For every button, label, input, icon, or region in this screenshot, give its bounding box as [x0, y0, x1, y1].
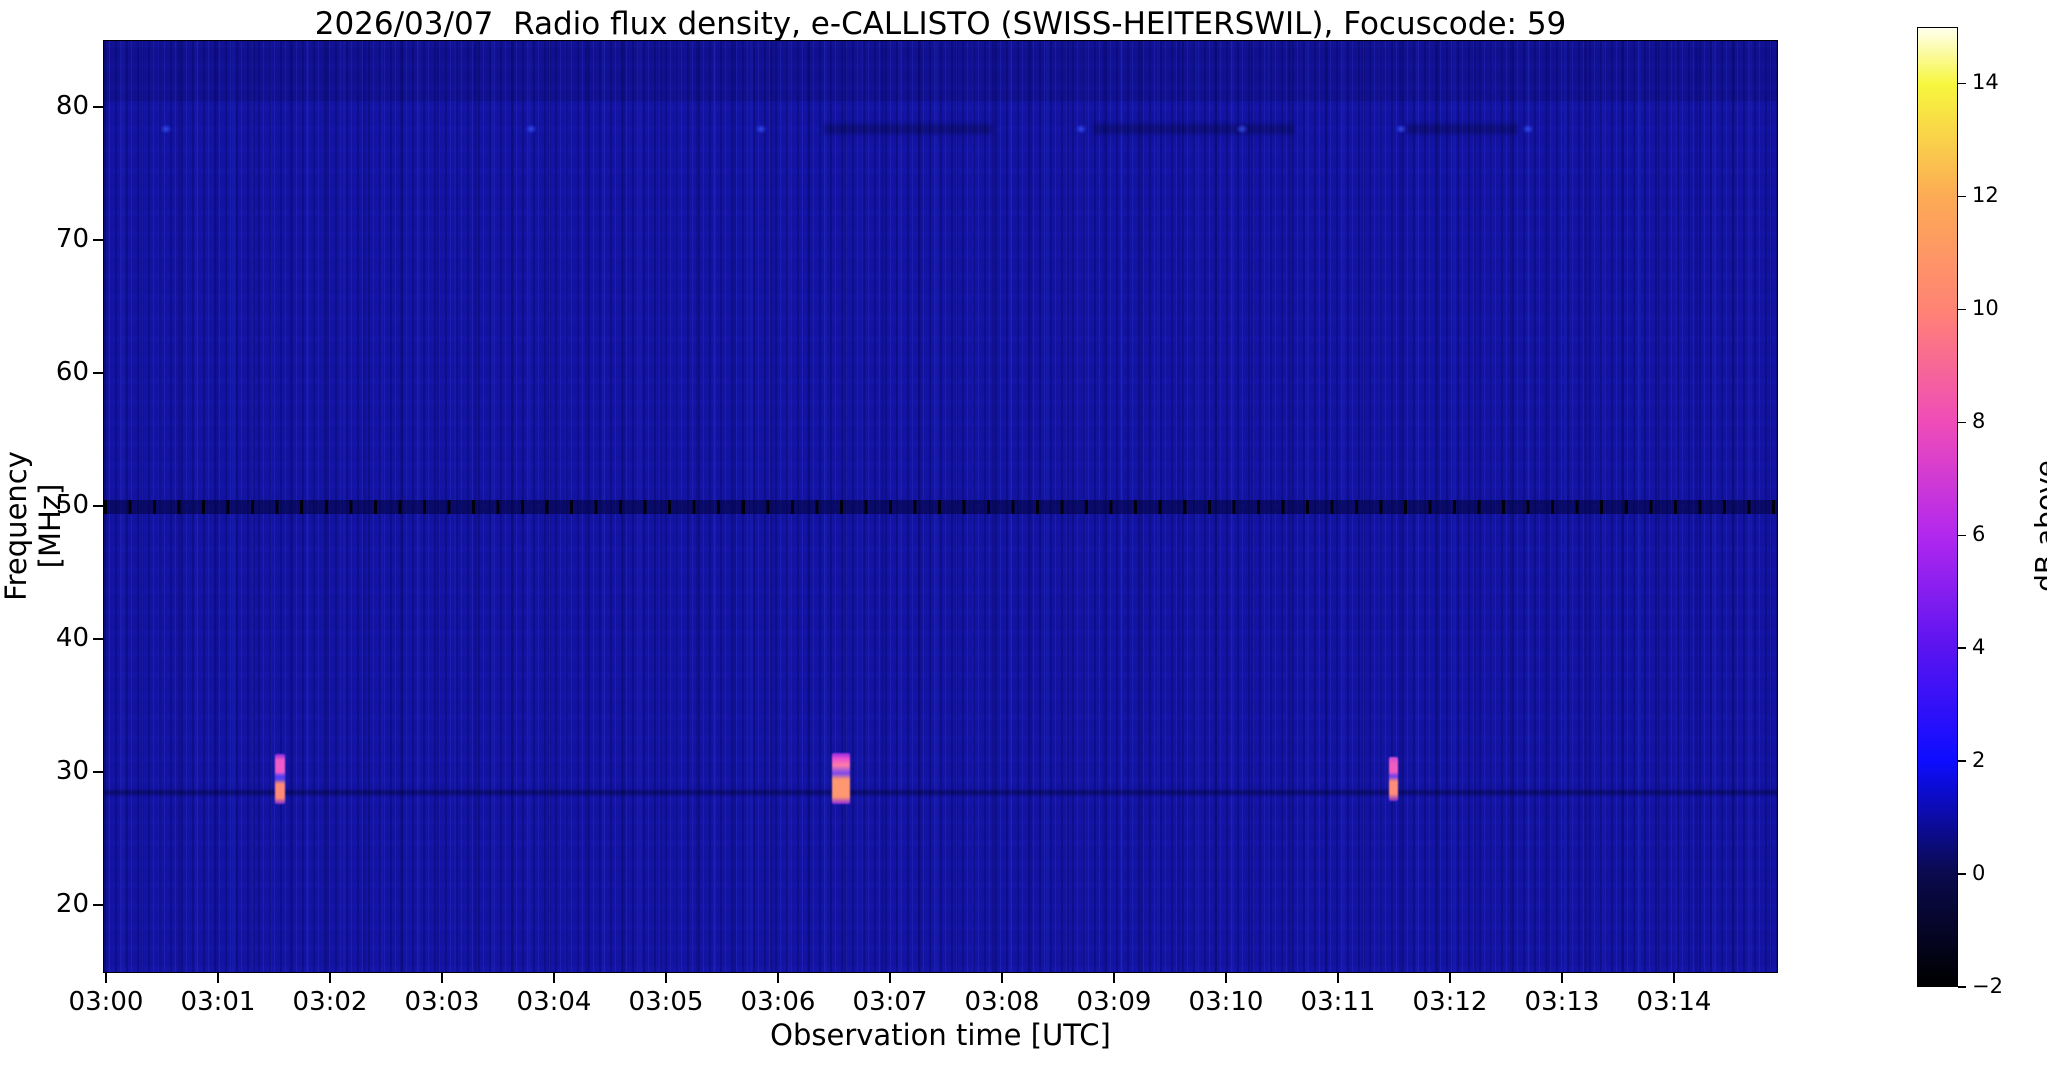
colorbar-tick-label: 10 — [1972, 296, 1999, 321]
y-tick-label: 50 — [55, 490, 89, 520]
colorbar-tick-label: 2 — [1972, 748, 1986, 773]
colorbar-tick-mark — [1958, 760, 1966, 762]
x-tick-mark — [217, 973, 219, 983]
x-tick-mark — [1225, 973, 1227, 983]
x-tick-label: 03:00 — [68, 987, 144, 1017]
y-tick-label: 70 — [55, 224, 89, 254]
y-tick-mark — [93, 904, 103, 906]
colorbar-tick-mark — [1958, 534, 1966, 536]
rfi-bright-dot — [161, 125, 172, 134]
colorbar-tick-mark — [1958, 986, 1966, 988]
radio-burst — [275, 754, 286, 804]
x-tick-label: 03:14 — [1636, 987, 1712, 1017]
rfi-dark-streak — [1092, 124, 1295, 135]
x-tick-mark — [441, 973, 443, 983]
y-tick-mark — [93, 106, 103, 108]
colorbar-tick-label: 14 — [1972, 70, 1999, 95]
x-tick-mark — [105, 973, 107, 983]
x-tick-label: 03:10 — [1188, 987, 1264, 1017]
colorbar-tick-label: −2 — [1972, 974, 2003, 998]
rfi-bright-dot — [756, 125, 767, 134]
rfi-bright-dot — [1076, 125, 1087, 134]
x-tick-mark — [1001, 973, 1003, 983]
x-tick-label: 03:03 — [404, 987, 480, 1017]
x-tick-mark — [1449, 973, 1451, 983]
rfi-dark-streak — [823, 124, 992, 135]
x-tick-mark — [1673, 973, 1675, 983]
x-tick-label: 03:09 — [1076, 987, 1152, 1017]
dark-band-28mhz — [104, 789, 1777, 795]
colorbar-tick-mark — [1958, 647, 1966, 649]
rfi-dark-streak — [1406, 124, 1519, 135]
colorbar-tick-label: 6 — [1972, 522, 1986, 547]
colorbar-tick-label: 12 — [1972, 183, 1999, 208]
y-tick-label: 80 — [55, 91, 89, 121]
spectrogram-plot-area — [103, 40, 1778, 973]
x-tick-label: 03:07 — [852, 987, 928, 1017]
y-tick-mark — [93, 505, 103, 507]
x-tick-mark — [665, 973, 667, 983]
x-axis-label: Observation time [UTC] — [770, 1018, 1111, 1052]
y-axis-label: Frequency [MHz] — [0, 451, 67, 601]
x-tick-mark — [1113, 973, 1115, 983]
y-tick-mark — [93, 372, 103, 374]
x-tick-mark — [1561, 973, 1563, 983]
colorbar-tick-label: 4 — [1972, 635, 1986, 660]
x-tick-label: 03:13 — [1524, 987, 1600, 1017]
x-tick-label: 03:04 — [516, 987, 592, 1017]
colorbar — [1917, 27, 1958, 987]
colorbar-tick-mark — [1958, 421, 1966, 423]
y-tick-mark — [93, 771, 103, 773]
rfi-bright-dot — [1236, 125, 1247, 134]
colorbar-tick-mark — [1958, 308, 1966, 311]
rfi-bright-dot — [1523, 125, 1534, 134]
y-tick-label: 30 — [55, 756, 89, 786]
x-tick-label: 03:08 — [964, 987, 1040, 1017]
x-tick-mark — [889, 973, 891, 983]
x-tick-label: 03:01 — [180, 987, 256, 1017]
rfi-bright-dot — [526, 125, 537, 134]
x-tick-mark — [1337, 973, 1339, 983]
interference-line-50mhz — [104, 499, 1777, 514]
x-tick-label: 03:05 — [628, 987, 704, 1017]
radio-burst — [831, 753, 850, 804]
radio-burst — [1389, 757, 1399, 801]
y-tick-mark — [93, 638, 103, 640]
colorbar-tick-mark — [1958, 873, 1966, 875]
x-tick-label: 03:11 — [1300, 987, 1376, 1017]
colorbar-tick-mark — [1958, 195, 1966, 198]
colorbar-tick-label: 0 — [1972, 861, 1986, 886]
y-tick-label: 60 — [55, 357, 89, 387]
y-tick-label: 40 — [55, 623, 89, 653]
y-tick-mark — [93, 239, 103, 241]
x-tick-mark — [777, 973, 779, 983]
x-tick-label: 03:06 — [740, 987, 816, 1017]
x-tick-mark — [329, 973, 331, 983]
colorbar-tick-mark — [1958, 82, 1966, 85]
colorbar-tick-label: 8 — [1972, 409, 1986, 434]
rfi-bright-dot — [1395, 125, 1406, 134]
chart-title: 2026/03/07 Radio flux density, e-CALLIST… — [314, 6, 1567, 42]
y-tick-label: 20 — [55, 889, 89, 919]
x-tick-label: 03:02 — [292, 987, 368, 1017]
x-tick-mark — [553, 973, 555, 983]
x-tick-label: 03:12 — [1412, 987, 1488, 1017]
